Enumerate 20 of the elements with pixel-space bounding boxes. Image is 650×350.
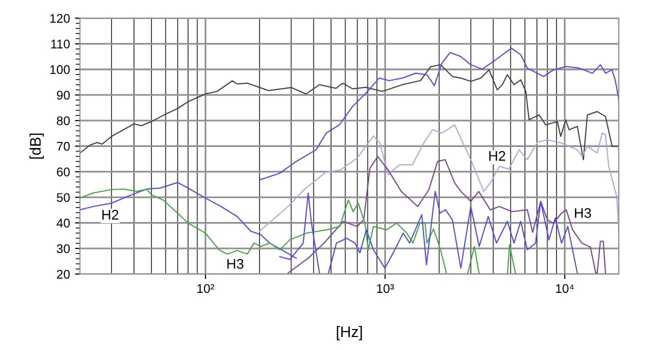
y-tick-label: 100 [50, 65, 70, 74]
y-axis-title: [dB] [30, 134, 44, 159]
x-tick-label: 10³ [377, 284, 394, 293]
x-tick-label: 10² [197, 284, 214, 293]
y-tick-label: 30 [56, 244, 70, 254]
y-tick-label: 110 [51, 40, 70, 48]
y-tick-label: 90 [56, 90, 70, 100]
y-tick-label: 40 [56, 218, 70, 228]
annotation: H2 [489, 151, 506, 161]
y-tick-label: 20 [56, 270, 70, 279]
y-tick-label: 60 [56, 168, 70, 176]
annotation: H2 [102, 210, 118, 220]
x-tick-label: 10⁴ [556, 284, 574, 293]
annotation: H3 [227, 258, 244, 269]
y-tick-label: 80 [56, 116, 70, 126]
y-tick-label: 70 [56, 142, 70, 151]
y-tick-label: 50 [56, 193, 70, 202]
annotation: H3 [574, 208, 591, 218]
y-tick-label: 120 [50, 14, 70, 23]
x-axis-title: [Hz] [336, 326, 362, 340]
